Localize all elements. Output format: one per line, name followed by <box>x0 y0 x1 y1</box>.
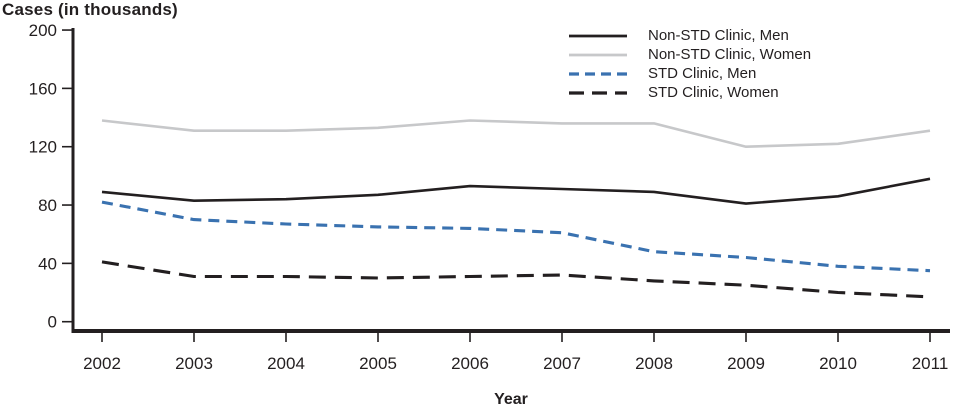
legend-label: Non-STD Clinic, Women <box>648 46 812 63</box>
y-tick-label: 120 <box>29 138 57 157</box>
y-tick-label: 200 <box>29 21 57 40</box>
x-tick-label: 2011 <box>912 354 949 373</box>
legend-line-sample-nonstd-men <box>569 34 627 37</box>
y-axis-title: Cases (in thousands) <box>2 0 178 19</box>
y-tick-label: 0 <box>48 313 57 332</box>
legend-item: STD Clinic, Women <box>568 83 811 102</box>
legend-line-sample-std-men <box>569 71 627 76</box>
legend-item: STD Clinic, Men <box>568 64 811 83</box>
y-tick-label: 40 <box>38 254 57 273</box>
y-tick-label: 160 <box>29 79 57 98</box>
legend-line-sample-std-women <box>569 90 627 95</box>
legend-item: Non-STD Clinic, Men <box>568 26 811 45</box>
series-line-1 <box>101 119 931 148</box>
x-axis-ticks: 2002 2003 2004 2005 2006 2007 2008 2009 2010 2011 <box>83 333 948 373</box>
y-axis-ticks: 0 40 80 120 160 200 <box>29 21 72 332</box>
legend-line-sample-nonstd-women <box>569 53 627 56</box>
series-line-3 <box>101 260 931 299</box>
x-tick-label: 2003 <box>175 354 213 373</box>
y-tick-label: 80 <box>38 196 57 215</box>
x-tick-label: 2009 <box>727 354 765 373</box>
legend: Non-STD Clinic, Men Non-STD Clinic, Wome… <box>568 26 811 102</box>
axes <box>71 28 950 333</box>
x-tick-label: 2010 <box>819 354 857 373</box>
x-tick-label: 2002 <box>83 354 121 373</box>
x-tick-label: 2006 <box>451 354 489 373</box>
legend-label: STD Clinic, Women <box>648 84 779 101</box>
x-tick-label: 2008 <box>635 354 673 373</box>
series-line-0 <box>101 177 931 205</box>
series-lines <box>101 119 931 299</box>
x-tick-label: 2007 <box>543 354 581 373</box>
series-line-2 <box>101 200 931 273</box>
x-tick-label: 2004 <box>267 354 305 373</box>
x-tick-label: 2005 <box>359 354 397 373</box>
legend-item: Non-STD Clinic, Women <box>568 45 811 64</box>
x-axis-title: Year <box>494 391 528 408</box>
legend-label: STD Clinic, Men <box>648 65 757 82</box>
legend-label: Non-STD Clinic, Men <box>648 27 789 44</box>
